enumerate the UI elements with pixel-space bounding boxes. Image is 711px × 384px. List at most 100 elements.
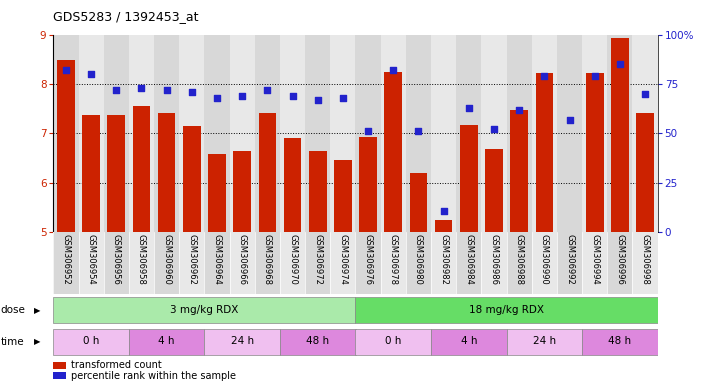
Text: GSM306996: GSM306996 <box>616 234 624 285</box>
Point <box>237 93 248 99</box>
Bar <box>255 232 280 294</box>
Bar <box>309 151 326 232</box>
Text: 24 h: 24 h <box>230 336 254 346</box>
Bar <box>305 35 331 232</box>
Text: GSM306982: GSM306982 <box>439 234 448 285</box>
Text: GSM306958: GSM306958 <box>137 234 146 285</box>
Text: GSM306986: GSM306986 <box>489 234 498 285</box>
Text: GSM306992: GSM306992 <box>565 234 574 285</box>
Bar <box>205 35 230 232</box>
Text: GSM306954: GSM306954 <box>87 234 95 285</box>
Bar <box>485 149 503 232</box>
Point <box>463 105 474 111</box>
Point <box>387 67 399 73</box>
Bar <box>385 72 402 232</box>
Bar <box>633 35 658 232</box>
Text: GSM306998: GSM306998 <box>641 234 650 285</box>
Bar <box>481 35 506 232</box>
Bar <box>506 329 582 355</box>
Bar <box>280 232 305 294</box>
Bar <box>259 113 276 232</box>
Text: GSM306988: GSM306988 <box>515 234 524 285</box>
Text: time: time <box>1 337 24 347</box>
Bar <box>183 126 201 232</box>
Text: GSM306978: GSM306978 <box>389 234 397 285</box>
Bar <box>107 115 125 232</box>
Bar <box>129 329 205 355</box>
Bar <box>129 35 154 232</box>
Text: GSM306994: GSM306994 <box>590 234 599 285</box>
Text: 4 h: 4 h <box>159 336 175 346</box>
Bar <box>431 329 506 355</box>
Bar <box>557 35 582 232</box>
Bar <box>53 297 356 323</box>
Bar <box>506 232 532 294</box>
Bar <box>456 232 481 294</box>
Text: 48 h: 48 h <box>306 336 329 346</box>
Bar <box>133 106 150 232</box>
Point <box>589 73 600 79</box>
Bar <box>380 232 406 294</box>
Bar <box>380 35 406 232</box>
Point <box>413 128 424 134</box>
Bar <box>78 35 104 232</box>
Text: transformed count: transformed count <box>71 360 162 370</box>
Bar <box>633 232 658 294</box>
Bar <box>607 232 633 294</box>
Text: 4 h: 4 h <box>461 336 477 346</box>
Point <box>111 87 122 93</box>
Bar <box>284 138 301 232</box>
Bar <box>481 232 506 294</box>
Bar <box>431 35 456 232</box>
Bar <box>532 232 557 294</box>
Bar <box>158 113 176 232</box>
Text: GSM306968: GSM306968 <box>263 234 272 285</box>
Bar <box>356 329 431 355</box>
Point <box>60 67 72 73</box>
Bar <box>356 35 380 232</box>
Bar <box>582 232 607 294</box>
Bar <box>230 35 255 232</box>
Point <box>488 126 500 132</box>
Bar <box>506 35 532 232</box>
Text: 3 mg/kg RDX: 3 mg/kg RDX <box>170 305 239 314</box>
Text: dose: dose <box>1 305 26 315</box>
Bar <box>255 35 280 232</box>
Point <box>614 61 626 67</box>
Bar <box>456 35 481 232</box>
Text: GSM306962: GSM306962 <box>187 234 196 285</box>
Bar <box>53 35 78 232</box>
Bar <box>586 73 604 232</box>
Bar <box>557 232 582 294</box>
Point <box>513 107 525 113</box>
Text: 18 mg/kg RDX: 18 mg/kg RDX <box>469 305 544 314</box>
Bar <box>280 35 305 232</box>
Point <box>363 128 374 134</box>
Bar <box>305 232 331 294</box>
Text: GDS5283 / 1392453_at: GDS5283 / 1392453_at <box>53 10 199 23</box>
Text: GSM306980: GSM306980 <box>414 234 423 285</box>
Point <box>85 71 97 77</box>
Text: GSM306970: GSM306970 <box>288 234 297 285</box>
Bar <box>431 232 456 294</box>
Text: GSM306984: GSM306984 <box>464 234 474 285</box>
Bar <box>356 297 658 323</box>
Text: 0 h: 0 h <box>385 336 402 346</box>
Bar <box>53 329 129 355</box>
Text: ▶: ▶ <box>34 338 41 346</box>
Bar <box>205 329 280 355</box>
Bar <box>179 232 205 294</box>
Point <box>287 93 298 99</box>
Bar <box>611 38 629 232</box>
Point <box>539 73 550 79</box>
Bar <box>561 232 578 237</box>
Text: 48 h: 48 h <box>609 336 631 346</box>
Point <box>262 87 273 93</box>
Bar <box>154 232 179 294</box>
Text: GSM306990: GSM306990 <box>540 234 549 285</box>
Point <box>161 87 172 93</box>
Bar <box>82 115 100 232</box>
Text: GSM306974: GSM306974 <box>338 234 348 285</box>
Bar <box>359 137 377 232</box>
Point <box>312 97 324 103</box>
